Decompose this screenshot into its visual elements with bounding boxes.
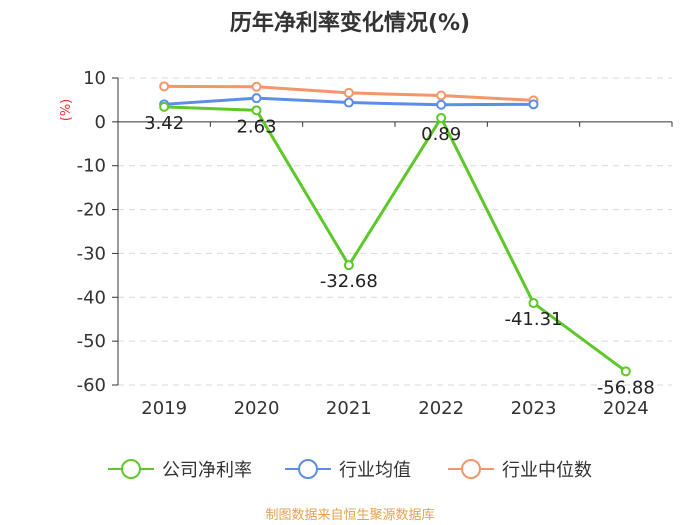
data-label: 3.42 [144, 113, 184, 134]
x-tick-label: 2023 [511, 398, 557, 419]
legend-label-2: 行业中位数 [502, 460, 592, 481]
source-note: 制图数据来自恒生聚源数据库 [265, 507, 434, 523]
data-point [159, 101, 170, 112]
data-point [159, 81, 170, 92]
data-label: -32.68 [320, 271, 378, 292]
grid-lines [118, 77, 672, 386]
data-point [251, 93, 262, 104]
y-tick-label: -20 [77, 200, 106, 221]
data-label: 2.63 [236, 116, 276, 137]
data-label: 0.89 [421, 124, 461, 145]
series-line-0 [164, 105, 627, 373]
data-point [251, 105, 262, 116]
x-tick-label: 2020 [234, 398, 280, 419]
legend-label-1: 行业均值 [339, 460, 411, 481]
y-tick-label: -40 [77, 287, 106, 308]
data-point [436, 112, 447, 123]
data-point [436, 90, 447, 101]
data-point [620, 366, 631, 377]
data-point [251, 81, 262, 92]
axes [112, 77, 673, 386]
chart-title: 历年净利率变化情况(%) [230, 10, 470, 36]
series-lines [159, 81, 631, 377]
y-tick-label: -30 [77, 243, 106, 264]
data-label: -41.31 [504, 309, 562, 330]
legend-label-0: 公司净利率 [162, 460, 252, 481]
y-axis-label: (%) [59, 99, 74, 122]
legend-marker-0 [121, 459, 141, 479]
x-tick-labels: 2019 2020 2021 2022 2023 2024 [141, 398, 648, 419]
y-tick-label: 0 [95, 112, 106, 133]
y-tick-label: -10 [77, 156, 106, 177]
y-tick-label: 10 [83, 68, 106, 89]
y-tick-label: -50 [77, 331, 106, 352]
legend-marker-1 [298, 459, 318, 479]
data-point [528, 99, 539, 110]
x-tick-label: 2021 [326, 398, 372, 419]
y-tick-labels: 10 0 -10 -20 -30 -40 -50 -60 [77, 68, 106, 396]
data-label: -56.88 [597, 377, 655, 398]
legend: 公司净利率 行业均值 行业中位数 [108, 459, 592, 481]
data-point [528, 298, 539, 309]
data-point [343, 260, 354, 271]
x-tick-label: 2019 [141, 398, 187, 419]
y-tick-label: -60 [77, 375, 106, 396]
data-point [343, 97, 354, 108]
data-labels: 3.42 2.63 -32.68 0.89 -41.31 -56.88 [144, 113, 655, 398]
legend-marker-2 [461, 459, 481, 479]
x-tick-label: 2024 [603, 398, 649, 419]
data-point [343, 87, 354, 98]
data-point [436, 99, 447, 110]
x-tick-label: 2022 [418, 398, 464, 419]
